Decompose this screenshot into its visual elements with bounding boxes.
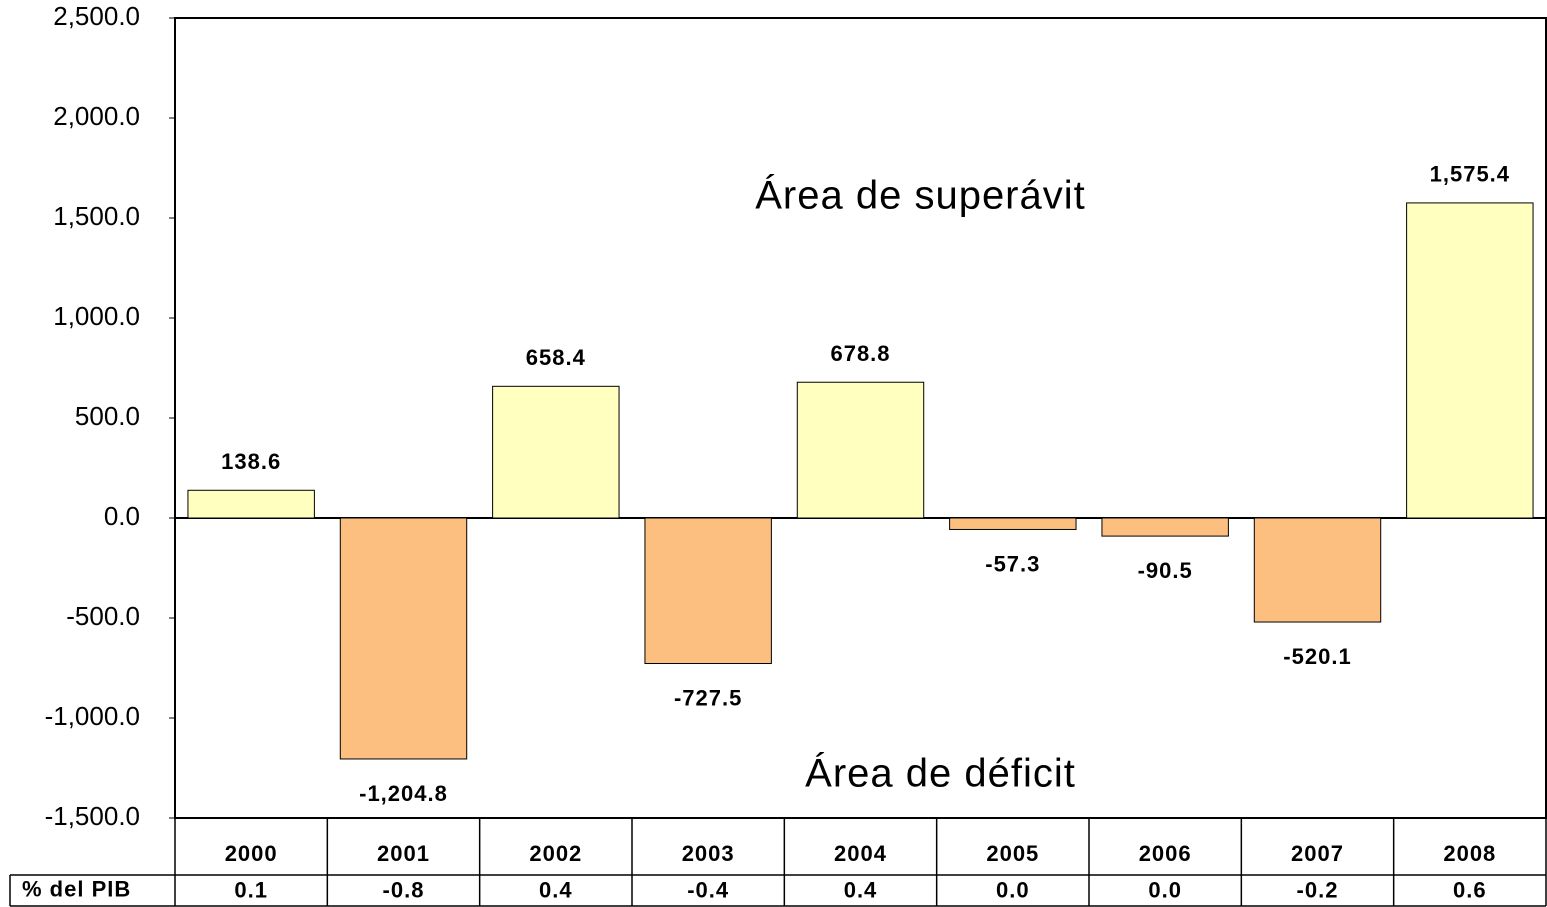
y-tick-label: -500.0 [66,601,140,631]
annotation: Área de superávit [755,173,1086,218]
x-tick-label: 2002 [529,841,582,866]
value-label: -57.3 [985,551,1040,576]
y-tick-label: 1,000.0 [53,301,140,331]
value-label: -1,204.8 [359,781,448,806]
table-cell: 0.4 [539,877,573,902]
y-tick-label: 0.0 [104,501,140,531]
value-label: 1,575.4 [1430,162,1510,187]
y-tick-label: -1,500.0 [45,801,140,831]
table-cell: 0.0 [1148,877,1182,902]
table-row-label: % del PIB [22,876,131,901]
table-cell: 0.0 [996,877,1030,902]
value-label: 138.6 [221,449,281,474]
x-tick-label: 2004 [834,841,887,866]
bar [796,381,925,519]
table-cell: 0.6 [1453,877,1487,902]
table-cell: 0.4 [844,877,878,902]
y-tick-label: -1,000.0 [45,701,140,731]
value-label: -727.5 [674,685,742,710]
value-label: -520.1 [1283,644,1351,669]
bar [187,489,315,519]
x-tick-label: 2007 [1291,841,1344,866]
x-tick-label: 2001 [377,841,430,866]
annotation: Área de déficit [805,751,1076,796]
bar [1101,517,1229,537]
y-tick-label: 1,500.0 [53,201,140,231]
x-tick-label: 2005 [986,841,1039,866]
y-tick-label: 500.0 [75,401,140,431]
bar [492,385,620,519]
table-cell: -0.4 [687,877,729,902]
bar [1253,517,1382,623]
value-label: -90.5 [1138,558,1193,583]
value-label: 678.8 [830,341,890,366]
x-tick-label: 2000 [225,841,278,866]
y-tick-label: 2,500.0 [53,1,140,31]
bar [339,517,468,760]
x-tick-label: 2003 [682,841,735,866]
bar [949,517,1077,530]
x-tick-label: 2006 [1139,841,1192,866]
bar [1406,202,1534,519]
x-tick-label: 2008 [1443,841,1496,866]
bar [644,517,772,664]
y-tick-label: 2,000.0 [53,101,140,131]
table-cell: -0.8 [383,877,425,902]
table-cell: 0.1 [234,877,268,902]
value-label: 658.4 [526,345,586,370]
table-cell: -0.2 [1297,877,1339,902]
